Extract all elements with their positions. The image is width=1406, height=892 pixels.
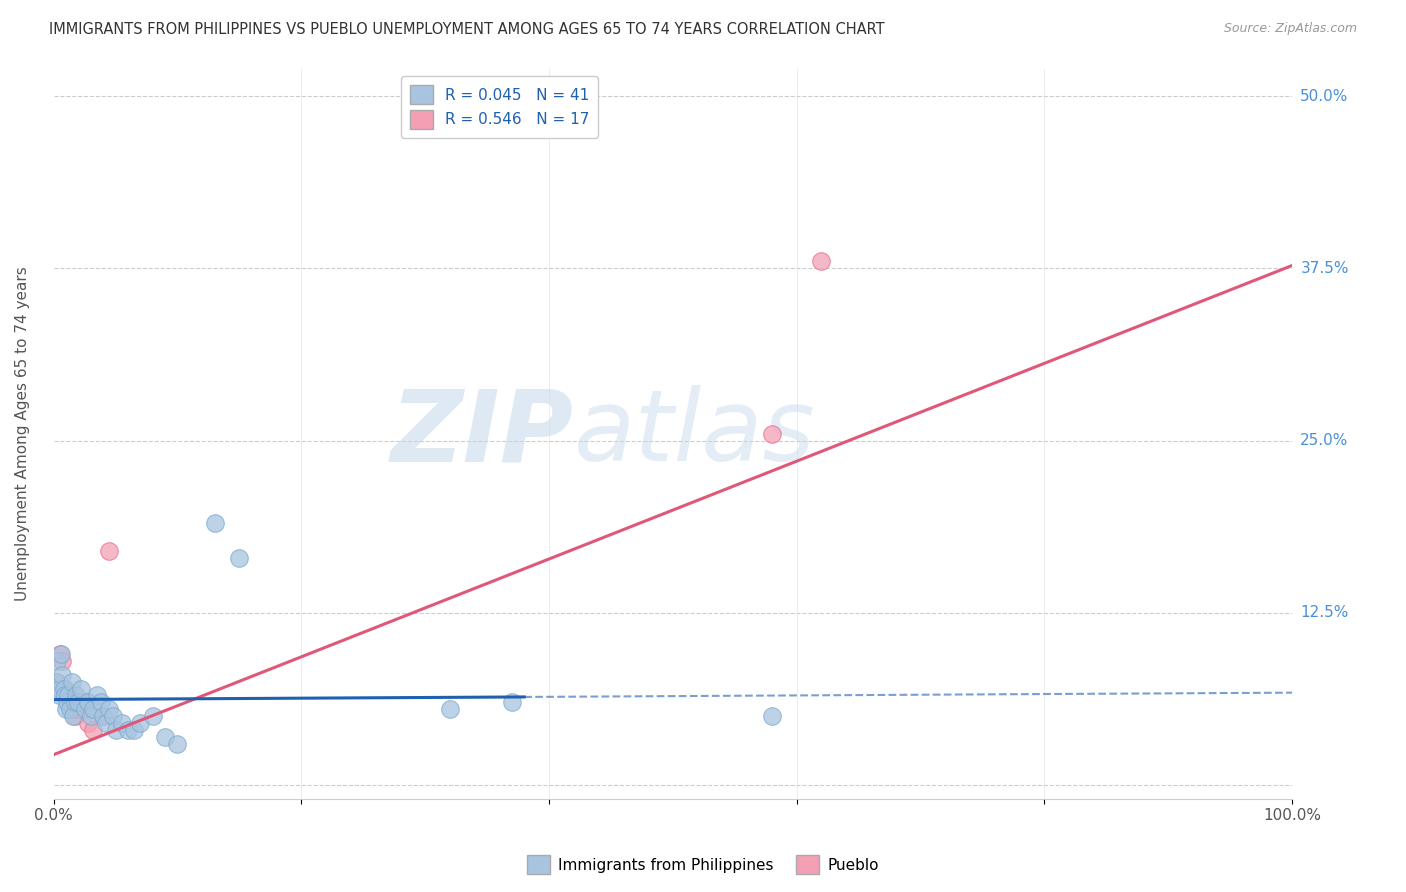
Point [49,647,72,661]
Point [204,516,226,531]
Point [52,681,75,696]
Point [82,702,104,716]
Point [101,709,124,723]
Point [45,674,67,689]
Point [58,689,80,703]
Point [129,716,152,731]
Point [82,723,104,737]
Point [60,674,83,689]
Point [73,695,96,709]
Point [98,702,121,716]
Point [55,702,77,716]
Point [49,647,72,661]
Point [60,702,83,716]
Point [67,695,90,709]
Point [65,689,87,703]
Point [70,681,93,696]
Point [62,709,84,723]
Point [104,723,127,737]
Point [56,689,79,703]
Text: 37.5%: 37.5% [1301,260,1348,276]
Point [77,695,100,709]
Point [53,689,76,703]
Point [51,667,73,681]
Point [94,716,117,731]
Point [46,674,69,689]
Point [810,254,832,268]
Text: 12.5%: 12.5% [1301,606,1348,620]
Legend: Immigrants from Philippines, Pueblo: Immigrants from Philippines, Pueblo [522,849,884,880]
Point [439,702,461,716]
Point [91,709,114,723]
Text: 50.0%: 50.0% [1301,88,1348,103]
Text: ZIP: ZIP [391,385,574,483]
Point [51,654,73,668]
Point [142,709,165,723]
Point [48,689,70,703]
Point [63,709,86,723]
Point [98,543,121,558]
Point [501,695,523,709]
Point [59,702,82,716]
Point [90,695,112,709]
Point [49,681,72,696]
Point [91,709,114,723]
Point [56,695,79,709]
Point [70,702,93,716]
Point [117,723,139,737]
Point [73,702,96,716]
Point [63,695,86,709]
Text: Source: ZipAtlas.com: Source: ZipAtlas.com [1223,22,1357,36]
Point [53,681,76,696]
Point [80,709,103,723]
Point [761,709,783,723]
Y-axis label: Unemployment Among Ages 65 to 74 years: Unemployment Among Ages 65 to 74 years [15,267,30,601]
Point [86,689,108,703]
Point [166,737,188,751]
Text: atlas: atlas [574,385,815,483]
Point [228,550,250,565]
Point [153,730,176,744]
Point [66,702,89,716]
Point [77,716,100,731]
Point [46,654,69,668]
Point [122,723,145,737]
Point [111,716,134,731]
Legend: R = 0.045   N = 41, R = 0.546   N = 17: R = 0.045 N = 41, R = 0.546 N = 17 [401,76,599,138]
Point [59,695,82,709]
Text: IMMIGRANTS FROM PHILIPPINES VS PUEBLO UNEMPLOYMENT AMONG AGES 65 TO 74 YEARS COR: IMMIGRANTS FROM PHILIPPINES VS PUEBLO UN… [49,22,884,37]
Point [761,426,783,441]
Text: 25.0%: 25.0% [1301,433,1348,448]
